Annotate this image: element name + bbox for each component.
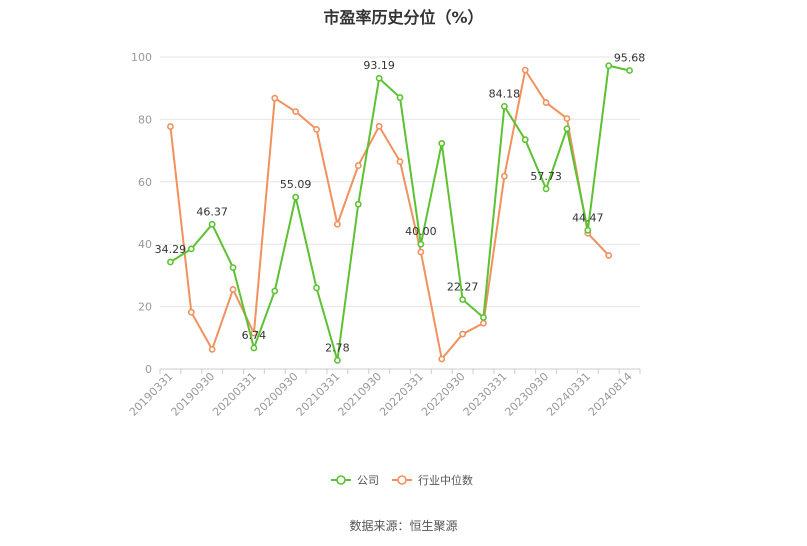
legend-marker — [336, 475, 346, 485]
x-tick-label: 20200930 — [252, 370, 301, 419]
x-tick-label: 20240814 — [586, 370, 635, 419]
y-tick-label: 20 — [138, 301, 152, 314]
data-label: 6.74 — [242, 329, 267, 342]
data-point — [521, 66, 529, 74]
data-point — [500, 102, 508, 110]
legend-label: 公司 — [357, 474, 379, 487]
data-point — [396, 158, 404, 165]
data-label: 44.47 — [572, 211, 604, 224]
chart-title: 市盈率历史分位（%） — [323, 8, 484, 27]
x-tick-label: 20200331 — [210, 370, 259, 419]
data-point — [542, 185, 550, 193]
data-point — [626, 67, 633, 74]
data-point — [584, 226, 592, 234]
data-point — [375, 74, 383, 82]
data-point — [438, 140, 446, 147]
data-point — [313, 125, 320, 133]
legend-item-0: 公司 — [331, 474, 379, 487]
series-1 — [167, 66, 613, 363]
data-label: 84.18 — [489, 87, 521, 100]
y-tick-label: 80 — [138, 113, 152, 126]
grid-layer — [160, 56, 640, 308]
legend-marker — [397, 475, 407, 485]
data-label: 2.78 — [325, 341, 350, 354]
series-line — [169, 69, 610, 361]
series-layer — [167, 62, 633, 364]
legend-item-1: 行业中位数 — [392, 473, 473, 487]
data-point — [459, 296, 467, 303]
data-point — [396, 94, 404, 101]
data-point — [542, 99, 550, 106]
x-tick-label: 20190930 — [169, 370, 218, 419]
data-point — [375, 122, 383, 130]
data-point — [250, 344, 258, 352]
data-point — [438, 355, 446, 363]
data-point — [187, 245, 195, 253]
data-point — [480, 314, 487, 321]
x-tick-label: 20190331 — [127, 370, 176, 419]
data-point — [521, 136, 529, 144]
data-label: 34.29 — [155, 243, 187, 256]
data-label: 93.19 — [363, 59, 395, 72]
data-point — [605, 252, 613, 259]
data-label: 46.37 — [196, 205, 228, 218]
x-tick-label: 20240331 — [544, 370, 593, 419]
data-label: 40.00 — [405, 225, 437, 238]
data-point — [271, 287, 279, 295]
data-point — [563, 115, 571, 122]
data-point — [167, 258, 174, 266]
data-point — [167, 123, 174, 130]
data-point — [333, 356, 341, 364]
data-point — [208, 220, 216, 228]
y-tick-label: 100 — [131, 51, 152, 64]
data-label: 95.68 — [614, 51, 646, 64]
data-label: 22.27 — [447, 281, 479, 294]
legend: 公司 行业中位数 — [331, 473, 473, 487]
data-point — [480, 319, 487, 327]
data-label: 57.73 — [530, 170, 562, 183]
legend-label: 行业中位数 — [418, 473, 473, 487]
data-point — [605, 62, 613, 70]
data-point — [333, 220, 341, 228]
data-point — [229, 264, 237, 271]
data-point — [459, 330, 467, 338]
data-point — [250, 329, 258, 337]
data-point — [354, 162, 362, 169]
data-point — [417, 248, 425, 256]
data-point — [187, 308, 195, 316]
x-tick-label: 20220331 — [377, 370, 426, 419]
series-line — [169, 64, 630, 362]
data-source: 数据来源：恒生聚源 — [349, 519, 458, 533]
x-tick-label: 20230331 — [461, 370, 510, 419]
x-tick-label: 20210930 — [335, 370, 384, 419]
data-point — [208, 345, 216, 353]
y-tick-label: 0 — [145, 363, 152, 376]
data-point — [500, 172, 508, 180]
y-tick-label: 40 — [138, 238, 152, 251]
data-point — [354, 200, 362, 208]
x-tick-label: 20210331 — [294, 370, 343, 419]
data-label-layer: 34.29 46.37 6.74 55.09 2.78 93.19 40.00 22.27 84… — [155, 51, 646, 354]
data-point — [292, 108, 300, 115]
data-point — [563, 125, 571, 133]
data-point — [313, 284, 320, 292]
data-point — [417, 240, 425, 248]
y-tick-label: 60 — [138, 176, 152, 189]
x-tick-label: 20220930 — [419, 370, 468, 419]
data-point — [229, 286, 237, 293]
series-0 — [167, 62, 633, 364]
x-tick-label: 20230930 — [502, 370, 551, 419]
data-point — [292, 193, 300, 201]
data-label: 55.09 — [280, 178, 312, 191]
data-point — [271, 94, 279, 102]
